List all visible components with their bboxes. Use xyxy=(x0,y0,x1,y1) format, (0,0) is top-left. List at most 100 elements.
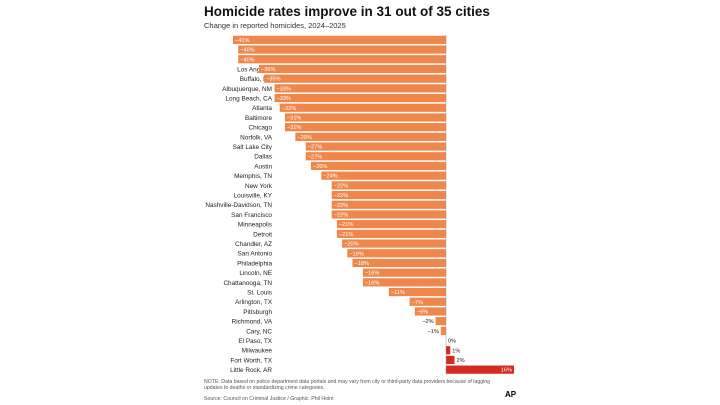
value-label: −20% xyxy=(344,242,358,248)
category-label: Arlington, TX xyxy=(235,299,273,306)
bar xyxy=(331,210,446,219)
value-label: −27% xyxy=(308,154,322,160)
value-label: −18% xyxy=(354,261,368,267)
category-label: Norfolk, VA xyxy=(240,134,273,141)
value-label: −16% xyxy=(365,271,379,277)
bar xyxy=(446,346,451,355)
category-label: Salt Lake City xyxy=(233,144,273,151)
value-label: −6% xyxy=(417,309,428,315)
bar xyxy=(388,287,446,297)
category-label: Austin xyxy=(254,163,272,170)
category-label: Little Rock, AR xyxy=(230,367,272,374)
bar xyxy=(446,365,514,374)
bar xyxy=(362,268,446,277)
value-label: −31% xyxy=(287,115,301,121)
chart-source: Source: Council on Criminal Justice / Gr… xyxy=(204,396,334,402)
bar xyxy=(440,326,446,335)
value-label: −1% xyxy=(427,329,438,335)
bar xyxy=(305,152,446,161)
category-label: Fort Worth, TX xyxy=(230,357,272,364)
value-label: −33% xyxy=(277,96,291,102)
bar xyxy=(331,181,446,190)
category-label: Dallas xyxy=(254,154,272,161)
value-label: −19% xyxy=(349,251,363,257)
bar xyxy=(264,74,446,83)
bar xyxy=(409,297,446,306)
value-label: −29% xyxy=(297,135,311,141)
category-label: El Paso, TX xyxy=(238,338,272,345)
chart-title: Homicide rates improve in 31 out of 35 c… xyxy=(204,4,490,19)
bar xyxy=(336,229,446,238)
category-label: San Francisco xyxy=(231,212,272,219)
category-label: Lincoln, NE xyxy=(239,270,272,277)
value-label: −22% xyxy=(334,193,348,199)
bar xyxy=(310,161,446,171)
category-label: Detroit xyxy=(253,231,272,238)
category-label: Cary, NC xyxy=(246,328,272,335)
category-label: Buffalo, NY xyxy=(240,76,273,83)
bar xyxy=(352,258,446,268)
ap-logo: AP xyxy=(505,390,517,399)
value-label: −41% xyxy=(235,38,249,44)
bar xyxy=(305,142,446,151)
chart-subtitle: Change in reported homicides, 2024–2025 xyxy=(204,21,346,30)
value-label: −32% xyxy=(282,106,296,112)
value-label: −7% xyxy=(412,300,423,306)
value-label: −40% xyxy=(240,48,254,54)
category-label: Baltimore xyxy=(245,115,272,122)
category-label: Nashville-Davidson, TN xyxy=(205,202,272,209)
bar xyxy=(342,239,446,248)
category-label: Milwaukee xyxy=(242,348,273,355)
bar xyxy=(295,132,446,141)
value-label: −31% xyxy=(287,125,301,131)
bar xyxy=(321,171,446,180)
value-label: −2% xyxy=(422,319,433,325)
bar xyxy=(435,317,446,326)
bar xyxy=(258,64,446,74)
bar xyxy=(336,220,446,229)
category-label: Chattanooga, TN xyxy=(223,280,272,287)
value-label: −24% xyxy=(323,174,337,180)
category-label: Albuquerque, NM xyxy=(222,86,272,93)
value-label: −21% xyxy=(339,222,353,228)
bar xyxy=(446,355,455,365)
value-label: −16% xyxy=(365,280,379,286)
bar xyxy=(331,190,446,200)
bar xyxy=(414,307,446,316)
bar xyxy=(233,35,446,44)
category-label: Los Angeles xyxy=(237,66,272,73)
value-label: −22% xyxy=(334,212,348,218)
value-label: −40% xyxy=(240,57,254,63)
value-label: −33% xyxy=(277,86,291,92)
value-label: 0% xyxy=(448,339,456,345)
bar xyxy=(284,123,446,132)
value-label: −21% xyxy=(339,232,353,238)
bar xyxy=(238,45,446,54)
category-label: New York xyxy=(245,183,273,190)
bar xyxy=(347,249,446,258)
category-label: Long Beach, CA xyxy=(225,95,272,102)
bar xyxy=(274,84,446,93)
category-label: Chandler, AZ xyxy=(235,241,272,248)
category-label: San Antonio xyxy=(238,251,273,258)
value-label: −36% xyxy=(261,67,275,73)
bar xyxy=(284,113,446,122)
value-label: 2% xyxy=(457,358,465,364)
value-label: 16% xyxy=(501,368,512,374)
value-label: −27% xyxy=(308,145,322,151)
chart-note: NOTE: Data based on police department da… xyxy=(204,379,491,392)
bar xyxy=(331,200,446,209)
bar xyxy=(274,93,446,103)
bar xyxy=(238,55,446,64)
category-label: Atlanta xyxy=(252,105,272,112)
category-label: Memphis, TN xyxy=(234,173,272,180)
value-label: −26% xyxy=(313,164,327,170)
category-label: Chicago xyxy=(249,125,273,132)
bar xyxy=(362,278,446,287)
value-label: −35% xyxy=(266,77,280,83)
category-label: Richmond, VA xyxy=(232,319,273,326)
value-label: 1% xyxy=(452,348,460,354)
category-label: Philadelphia xyxy=(237,260,272,267)
